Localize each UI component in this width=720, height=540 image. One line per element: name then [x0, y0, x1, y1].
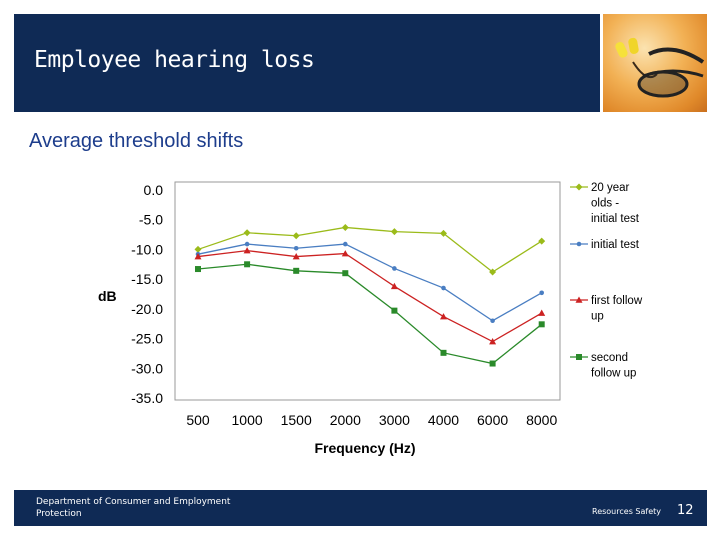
x-tick-label: 2000	[330, 412, 361, 428]
legend-label: initial test	[591, 239, 640, 251]
safety-glasses-earplugs-icon	[615, 37, 705, 98]
data-point	[489, 338, 497, 345]
data-point	[341, 250, 349, 257]
x-axis-title: Frequency (Hz)	[314, 440, 415, 456]
page-number: 12	[677, 503, 694, 518]
legend-item-3: first follow up	[570, 295, 643, 323]
data-point	[390, 228, 398, 236]
data-point	[292, 232, 300, 240]
series-line	[197, 249, 543, 343]
hearing-threshold-chart: 0.0 -5.0 -10.0 -15.0 -20.0 -25.0 -30.0 -35.0 500…	[98, 181, 643, 456]
data-point	[538, 321, 545, 328]
data-point	[343, 241, 348, 247]
data-point	[195, 266, 201, 273]
y-tick-label: -10.0	[131, 241, 163, 257]
legend-label: follow up	[591, 368, 636, 380]
legend-marker	[576, 241, 582, 247]
y-tick-label: -5.0	[139, 212, 163, 228]
plot-area-border	[174, 181, 561, 401]
footer-department: Department of Consumer and Employment Pr…	[36, 497, 231, 519]
legend-marker	[575, 296, 583, 303]
data-point	[243, 229, 251, 237]
legend-label: second	[591, 352, 628, 364]
legend-marker	[576, 354, 582, 360]
data-point	[538, 309, 546, 316]
legend-label: initial test	[591, 213, 640, 225]
series-3	[194, 247, 546, 345]
data-point	[341, 223, 349, 231]
x-tick-label: 4000	[428, 412, 459, 428]
y-tick-label: -20.0	[131, 301, 163, 317]
data-point	[390, 282, 398, 290]
series-1	[194, 223, 546, 276]
footer-resources-safety: Resources Safety	[592, 507, 661, 516]
series-2	[195, 241, 544, 324]
data-point	[440, 313, 447, 320]
y-tick-label: -30.0	[131, 360, 163, 376]
slide-subtitle: Average threshold shifts	[29, 130, 244, 152]
series-4	[195, 261, 545, 367]
y-tick-label: -25.0	[131, 331, 163, 347]
x-tick-label: 3000	[379, 412, 410, 428]
x-tick-label: 500	[186, 412, 210, 428]
series-line	[197, 263, 543, 365]
data-point	[441, 285, 446, 291]
data-point	[194, 253, 202, 260]
legend-item-1: 20 year olds - initial test	[570, 182, 640, 225]
data-point	[539, 290, 544, 296]
data-point	[243, 247, 251, 254]
data-point	[342, 270, 349, 277]
legend-label: 20 year	[591, 182, 630, 194]
data-point	[292, 253, 300, 260]
header-photo	[603, 14, 707, 112]
y-axis-title: dB	[98, 288, 117, 304]
data-point	[293, 245, 299, 251]
y-tick-label: -35.0	[131, 390, 163, 406]
legend-marker	[575, 183, 583, 191]
legend-label: olds -	[591, 198, 619, 210]
header-bar: Employee hearing loss	[14, 14, 600, 112]
series-line	[197, 226, 543, 273]
x-tick-label: 6000	[477, 412, 508, 428]
slide-title: Employee hearing loss	[34, 47, 315, 73]
data-point	[391, 307, 398, 314]
data-point	[392, 266, 397, 271]
data-point	[440, 229, 447, 237]
data-point	[490, 318, 495, 324]
data-point	[244, 261, 251, 268]
x-tick-label: 1000	[232, 412, 263, 428]
data-point	[244, 241, 250, 247]
data-point	[538, 237, 546, 245]
data-point	[194, 245, 202, 253]
data-point	[489, 268, 497, 276]
data-point	[489, 360, 496, 367]
series-line	[197, 243, 543, 322]
legend-item-2: initial test	[570, 239, 640, 251]
legend-label: up	[591, 311, 604, 323]
data-point	[293, 267, 300, 274]
y-tick-label: -15.0	[131, 271, 163, 287]
y-tick-label: 0.0	[144, 182, 164, 198]
x-tick-label: 8000	[526, 412, 557, 428]
data-point	[440, 349, 447, 356]
x-tick-label: 1500	[281, 412, 312, 428]
footer-bar: Department of Consumer and Employment Pr…	[14, 490, 707, 526]
legend-item-4: second follow up	[570, 352, 636, 380]
legend-label: first follow	[591, 295, 643, 307]
